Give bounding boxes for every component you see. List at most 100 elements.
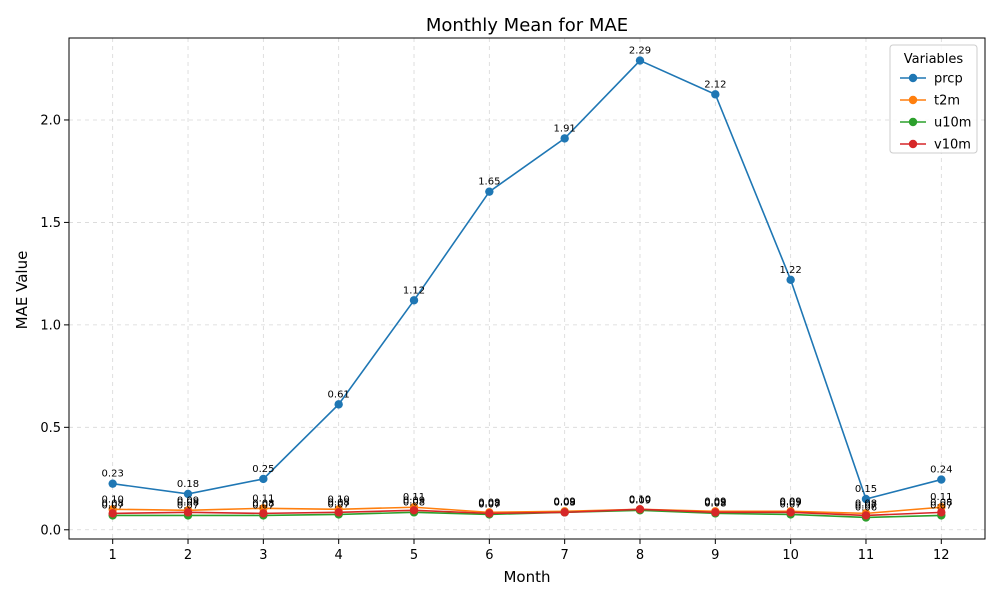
data-label-u10m: 0.08 (554, 497, 576, 508)
data-point-v10m (334, 508, 343, 517)
data-label-prcp: 0.24 (930, 465, 952, 476)
x-tick-label: 12 (933, 548, 950, 563)
data-label-v10m: 0.10 (629, 494, 651, 505)
data-label-u10m: 0.07 (478, 499, 500, 510)
data-point-prcp (409, 296, 419, 305)
data-label-t2m: 0.11 (930, 492, 952, 503)
data-label-u10m: 0.07 (780, 499, 802, 510)
data-label-t2m: 0.09 (177, 495, 199, 506)
data-label-prcp: 0.61 (328, 389, 350, 400)
data-point-v10m (108, 509, 117, 518)
chart-title: Monthly Mean for MAE (426, 15, 628, 36)
data-label-v10m: 0.08 (930, 497, 952, 508)
data-label-u10m: 0.07 (930, 500, 952, 511)
data-label-u10m: 0.07 (328, 499, 350, 510)
data-label-t2m: 0.10 (629, 494, 651, 505)
data-point-v10m (183, 508, 193, 517)
data-label-t2m: 0.09 (704, 496, 726, 507)
x-tick-label: 7 (561, 548, 569, 563)
legend: Variables prcp t2m u10m v10m (889, 44, 978, 154)
data-label-u10m: 0.09 (629, 495, 651, 506)
data-label-u10m: 0.06 (855, 502, 877, 513)
data-label-v10m: 0.09 (403, 495, 425, 506)
x-tick-label: 11 (858, 548, 875, 563)
data-point-v10m (485, 509, 494, 518)
data-point-v10m (409, 506, 419, 515)
data-label-prcp: 0.23 (102, 469, 124, 480)
data-point-prcp (108, 479, 117, 488)
data-label-prcp: 0.18 (177, 479, 199, 490)
y-tick-label: 2.0 (40, 113, 61, 128)
x-tick-label: 8 (636, 548, 644, 563)
data-label-t2m: 0.10 (102, 494, 124, 505)
series-line-prcp (112, 59, 942, 501)
axes: 1 2 3 4 5 6 7 8 9 10 11 120.00.51.01.52.0 (40, 37, 986, 563)
x-tick-label: 1 (109, 548, 117, 563)
data-label-u10m: 0.08 (704, 498, 726, 509)
data-label-u10m: 0.08 (403, 497, 425, 508)
plot-frame (68, 37, 986, 540)
y-tick-label: 1.0 (40, 318, 61, 333)
data-label-prcp: 1.12 (403, 285, 425, 296)
data-label-v10m: 0.09 (554, 497, 576, 508)
data-label-t2m: 0.10 (328, 494, 350, 505)
data-point-v10m (259, 509, 268, 518)
data-point-v10m (635, 505, 645, 514)
data-label-v10m: 0.08 (478, 498, 500, 509)
x-tick-label: 2 (184, 548, 192, 563)
data-label-prcp: 0.25 (252, 464, 274, 475)
legend-label-prcp: prcp (934, 72, 963, 87)
x-tick-label: 10 (782, 548, 799, 563)
legend-label-v10m: v10m (934, 138, 971, 153)
data-point-v10m (711, 508, 720, 517)
y-axis-label: MAE Value (13, 251, 31, 330)
data-label-prcp: 1.65 (478, 177, 500, 188)
data-label-u10m: 0.07 (252, 500, 274, 511)
y-tick-label: 0.5 (40, 421, 61, 436)
data-label-t2m: 0.09 (780, 496, 802, 507)
legend-label-t2m: t2m (934, 94, 960, 109)
y-tick-label: 1.5 (40, 216, 61, 231)
data-point-v10m (937, 508, 946, 517)
data-point-v10m (786, 508, 795, 517)
data-label-prcp: 2.12 (704, 79, 726, 90)
legend-marker-v10m (908, 139, 918, 149)
data-label-t2m: 0.08 (855, 498, 877, 509)
data-label-t2m: 0.09 (554, 496, 576, 507)
data-point-prcp (711, 90, 720, 99)
data-point-prcp (485, 187, 494, 196)
x-axis-label: Month (503, 568, 550, 586)
data-point-prcp (861, 494, 871, 504)
x-tick-label: 5 (410, 548, 418, 563)
legend-marker-u10m (908, 117, 918, 127)
data-label-v10m: 0.08 (252, 498, 274, 509)
x-tick-label: 4 (335, 548, 343, 563)
data-label-prcp: 1.91 (554, 123, 576, 134)
data-label-v10m: 0.09 (780, 497, 802, 508)
x-tick-label: 3 (259, 548, 267, 563)
data-label-v10m: 0.07 (855, 500, 877, 511)
data-label-prcp: 1.22 (780, 265, 802, 276)
data-point-prcp (786, 275, 795, 284)
legend-marker-prcp (908, 73, 918, 83)
data-label-v10m: 0.08 (177, 497, 199, 508)
data-point-prcp (334, 400, 343, 409)
data-point-prcp (259, 474, 268, 484)
data-label-t2m: 0.09 (478, 497, 500, 508)
y-tick-label: 0.0 (40, 523, 61, 538)
series-lines (108, 56, 946, 522)
data-label-v10m: 0.08 (328, 497, 350, 508)
data-labels: 0.23 0.18 0.25 0.61 1.12 1.65 1.91 2.29 2.12 1.22… (102, 46, 953, 514)
data-point-prcp (560, 134, 569, 143)
series-line-t2m (112, 506, 942, 515)
legend-title: Variables (904, 52, 964, 67)
data-point-prcp (183, 489, 193, 499)
data-label-u10m: 0.07 (102, 500, 124, 511)
series-line-v10m (112, 508, 942, 517)
data-label-u10m: 0.07 (177, 500, 199, 511)
legend-marker-t2m (908, 95, 918, 105)
data-point-prcp (937, 475, 946, 484)
data-point-prcp (635, 56, 645, 65)
data-label-prcp: 2.29 (629, 46, 651, 57)
